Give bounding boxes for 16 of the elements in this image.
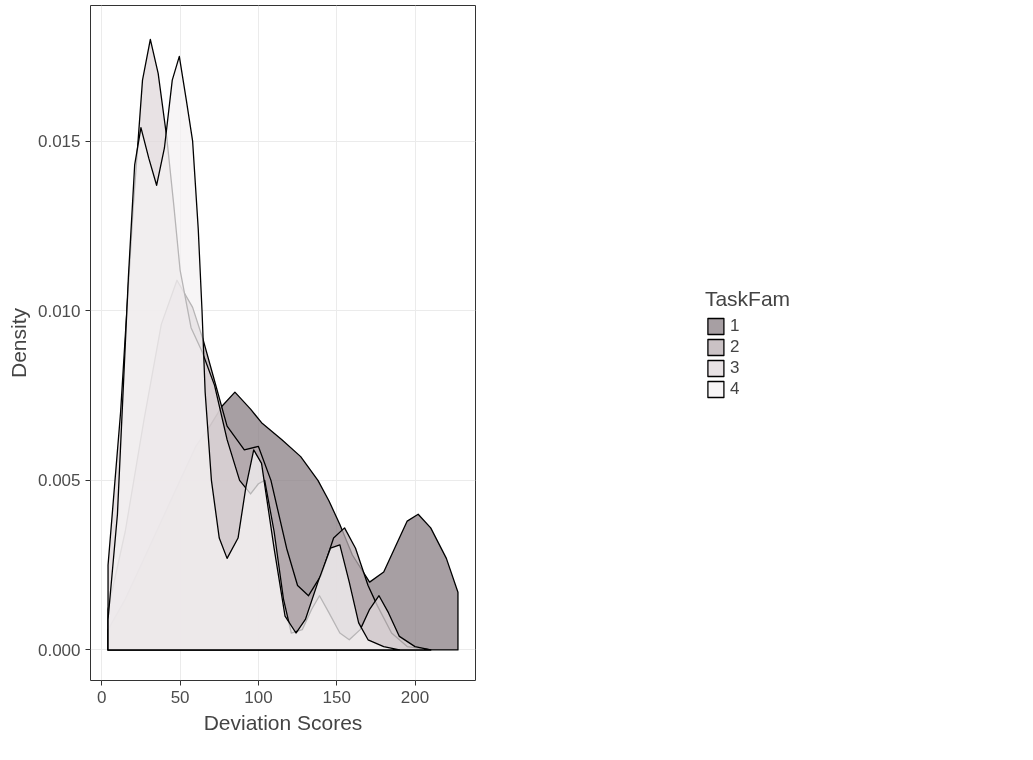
legend-title: TaskFam — [704, 286, 791, 311]
x-axis-title: Deviation Scores — [203, 710, 363, 734]
legend-label: 2 — [729, 336, 741, 357]
x-tick-label: 50 — [170, 687, 190, 707]
y-tick-label: 0.015 — [37, 132, 81, 152]
legend-label: 3 — [729, 357, 741, 378]
y-tick-label: 0.010 — [37, 301, 81, 321]
y-axis-title: Density — [6, 307, 30, 379]
x-tick-label: 150 — [322, 687, 351, 707]
legend-label: 1 — [729, 315, 741, 336]
x-tick-label: 0 — [97, 687, 107, 707]
x-tick-label: 200 — [400, 687, 430, 707]
y-tick-label: 0.000 — [37, 640, 81, 660]
x-tick-label: 100 — [244, 687, 273, 707]
legend-label: 4 — [729, 378, 741, 399]
y-tick-label: 0.005 — [37, 471, 81, 491]
